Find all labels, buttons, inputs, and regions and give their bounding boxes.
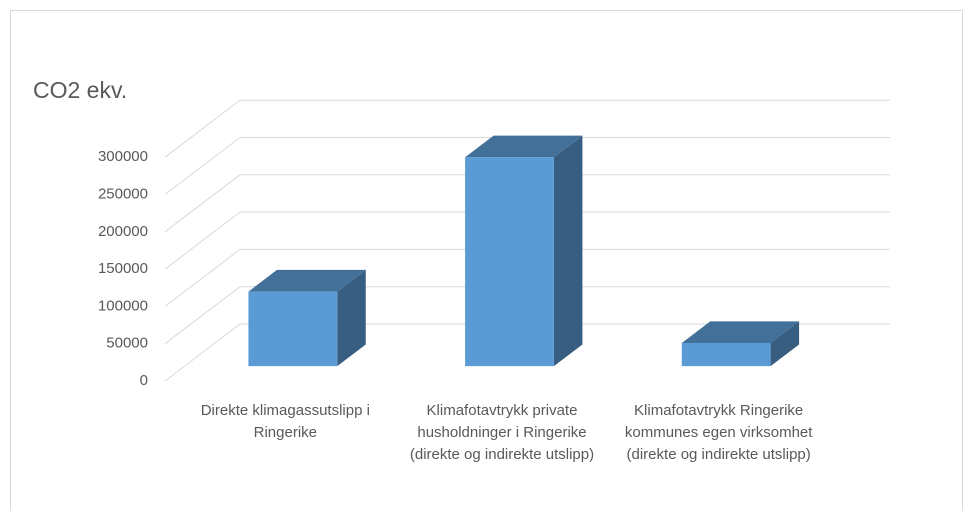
bar-front bbox=[681, 343, 771, 367]
bar-side bbox=[337, 269, 366, 367]
bar-top bbox=[681, 321, 800, 344]
bar-side bbox=[770, 321, 800, 367]
y-tick-label: 150000 bbox=[98, 260, 148, 277]
chart-title: CO2 ekv. bbox=[33, 77, 127, 103]
y-tick-label: 0 bbox=[140, 372, 148, 389]
bar-side bbox=[553, 135, 583, 367]
grid-line bbox=[164, 323, 890, 382]
grid-line bbox=[164, 286, 890, 345]
y-tick-label: 300000 bbox=[98, 148, 148, 165]
bar bbox=[681, 321, 800, 367]
x-tick-label: Klimafotavtrykk Ringerike kommunes egen … bbox=[624, 402, 813, 463]
grid-line bbox=[164, 137, 890, 195]
x-tick-label: Klimafotavtrykk private husholdninger i … bbox=[409, 402, 595, 463]
bar-front bbox=[248, 291, 338, 367]
y-tick-label: 50000 bbox=[106, 335, 148, 352]
x-tick-label: Direkte klimagassutslipp i Ringerike bbox=[200, 402, 370, 441]
chart-frame bbox=[10, 10, 963, 511]
bar bbox=[248, 269, 366, 367]
bar-top bbox=[465, 135, 583, 158]
y-tick-label: 100000 bbox=[98, 297, 148, 314]
y-tick-label: 250000 bbox=[98, 185, 148, 202]
bar-top bbox=[248, 269, 366, 292]
bar-front bbox=[465, 157, 554, 367]
grid-line bbox=[164, 99, 890, 158]
grid-line bbox=[164, 174, 890, 233]
grid-line bbox=[164, 211, 890, 270]
bar bbox=[465, 135, 583, 367]
grid-line bbox=[164, 248, 890, 307]
y-tick-label: 200000 bbox=[98, 223, 148, 240]
